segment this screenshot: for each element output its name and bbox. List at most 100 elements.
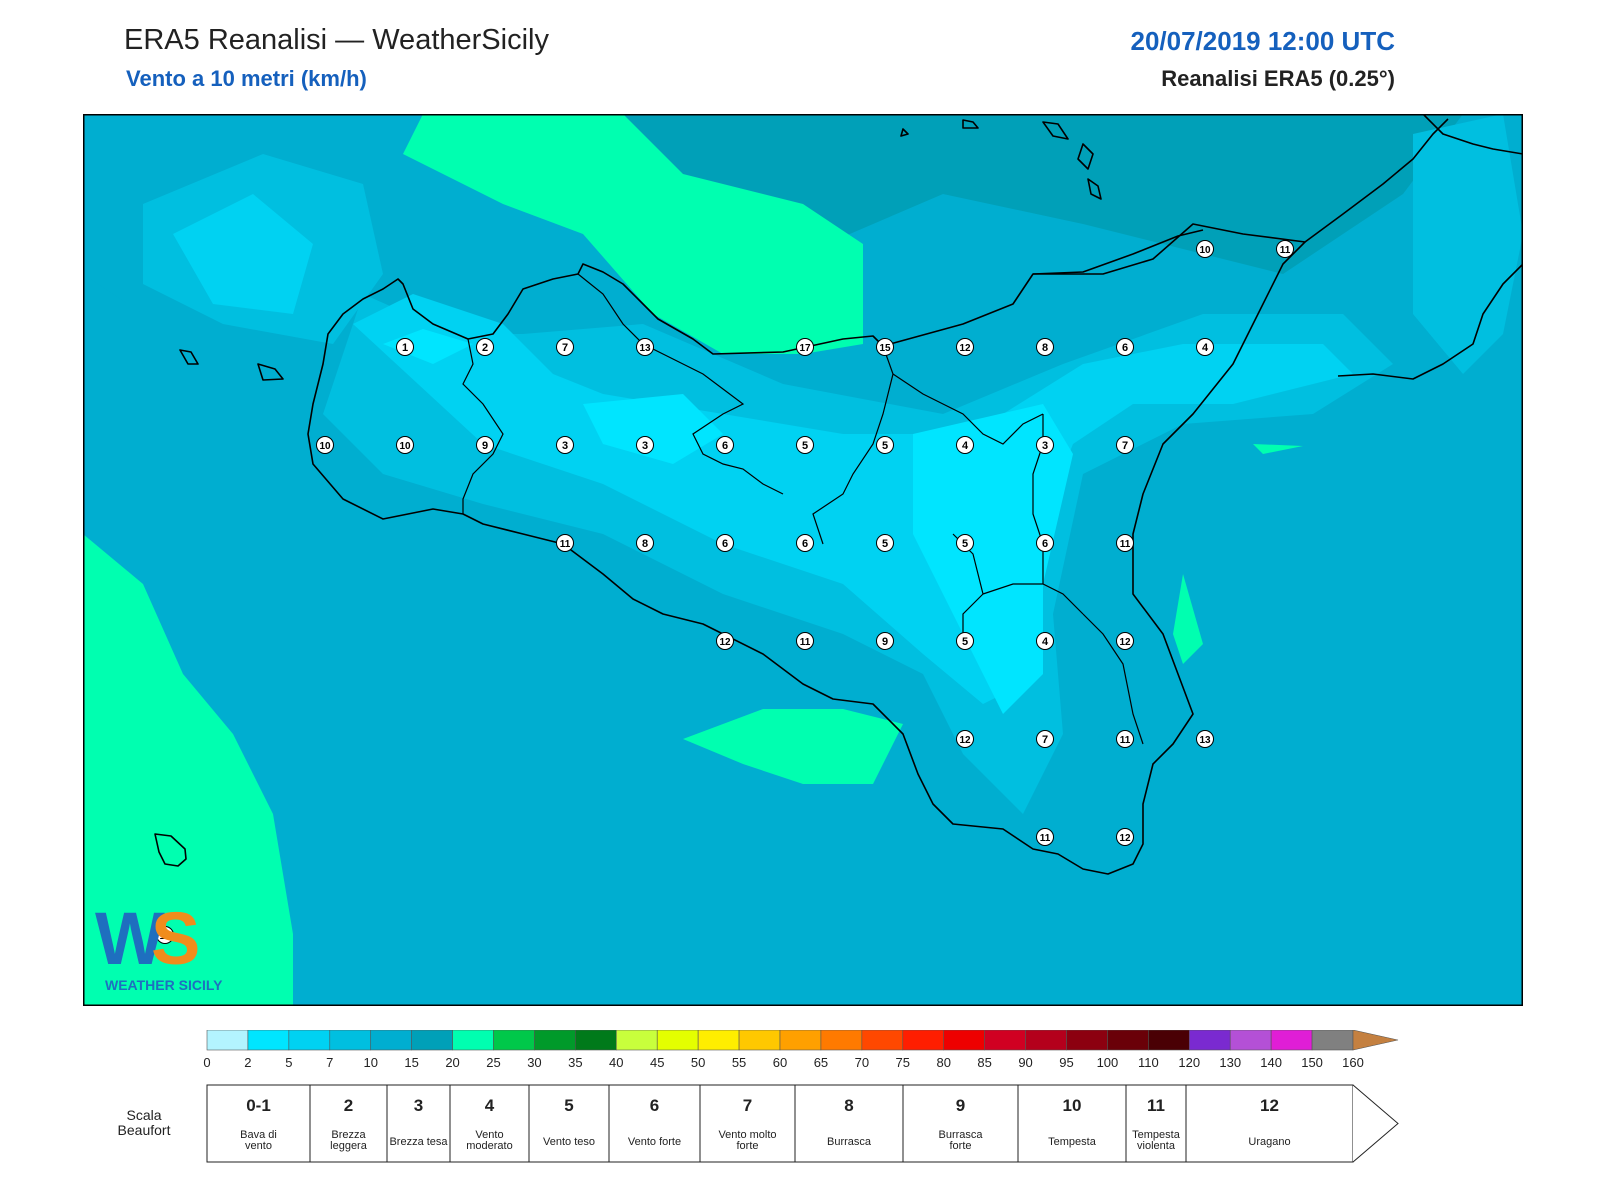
- beaufort-cell: [386, 1084, 451, 1163]
- color-scale-cell: [697, 1030, 740, 1051]
- color-scale-cell: [738, 1030, 781, 1051]
- beaufort-arrow: [1352, 1084, 1399, 1163]
- beaufort-class: 12 Uragano: [1185, 1084, 1354, 1163]
- station-circle: [796, 338, 814, 356]
- station-value: 12: [959, 735, 971, 746]
- station-circle: [1036, 632, 1054, 650]
- station-circle: [1116, 632, 1134, 650]
- beaufort-number: 2: [344, 1096, 353, 1115]
- wind-band-0-2: [383, 329, 1073, 714]
- station-circle: [956, 436, 974, 454]
- station-marker: 7: [556, 338, 574, 356]
- color-scale-cell: [656, 1030, 699, 1051]
- station-circle: [1116, 436, 1134, 454]
- wind-band-15-20-south: [683, 709, 903, 784]
- station-value: 6: [1122, 342, 1128, 354]
- beaufort-cell: [1125, 1084, 1187, 1163]
- station-value: 11: [800, 637, 811, 648]
- station-value: 4: [1042, 636, 1049, 648]
- beaufort-number: 5: [564, 1096, 573, 1115]
- station-value: 7: [1042, 734, 1048, 746]
- station-value: 10: [319, 441, 331, 452]
- station-marker: 8: [636, 534, 654, 552]
- station-circle: [476, 436, 494, 454]
- station-circle: [1036, 338, 1054, 356]
- station-circle: [636, 436, 654, 454]
- station-marker: 1: [396, 338, 414, 356]
- station-circle: [1196, 240, 1214, 258]
- color-scale-cell: [1188, 1030, 1231, 1051]
- station-marker: 8: [1036, 338, 1054, 356]
- beaufort-number: 6: [650, 1096, 659, 1115]
- station-value: 11: [1120, 735, 1131, 746]
- color-scale-tick-label: 25: [486, 1055, 500, 1070]
- station-value: 17: [799, 343, 811, 354]
- color-scale-tick-label: 80: [936, 1055, 950, 1070]
- station-marker: 11: [1036, 828, 1054, 846]
- beaufort-class: 7 Vento molto forte: [699, 1084, 796, 1163]
- station-marker: 13: [1196, 730, 1214, 748]
- station-marker: 5: [876, 534, 894, 552]
- station-circle: [156, 926, 174, 944]
- beaufort-cell: [528, 1084, 610, 1163]
- station-value: 11: [1280, 245, 1291, 256]
- beaufort-scale: 0-1 Bava di vento 2 Brezza leggera 3 Brezza tes…: [206, 1084, 1399, 1163]
- station-marker: 11: [1116, 534, 1134, 552]
- station-value: 15: [879, 343, 891, 354]
- station-value: 8: [642, 538, 648, 550]
- color-scale-tick-label: 150: [1301, 1055, 1323, 1070]
- station-circle: [1116, 828, 1134, 846]
- station-marker: 2: [476, 338, 494, 356]
- color-scale-tick-label: 100: [1097, 1055, 1119, 1070]
- color-scale-tick-label: 0: [203, 1055, 210, 1070]
- station-circle: [1036, 730, 1054, 748]
- beaufort-name: Brezza tesa: [389, 1136, 448, 1148]
- station-value: 12: [719, 637, 731, 648]
- station-value: 11: [1120, 539, 1131, 550]
- station-circle: [796, 632, 814, 650]
- color-scale-cell: [1148, 1030, 1190, 1051]
- beaufort-number: 3: [414, 1096, 423, 1115]
- map-frame: [83, 114, 1523, 1006]
- station-circle: [556, 338, 574, 356]
- color-scale-cell: [615, 1030, 658, 1051]
- station-marker: 10: [316, 436, 334, 454]
- station-value: 8: [1042, 342, 1048, 354]
- color-scale-tick-label: 55: [732, 1055, 746, 1070]
- station-value: 5: [962, 636, 968, 648]
- beaufort-number: 12: [1260, 1096, 1279, 1115]
- station-value: 3: [1042, 440, 1048, 452]
- color-scale-cell: [206, 1030, 249, 1051]
- station-circle: [716, 632, 734, 650]
- color-scale-tick-label: 50: [691, 1055, 705, 1070]
- wind-band-2-5: [173, 194, 1353, 704]
- color-scale-tick-label: 30: [527, 1055, 541, 1070]
- station-marker: 6: [1116, 338, 1134, 356]
- station-value: 9: [882, 636, 888, 648]
- station-marker: 3: [556, 436, 574, 454]
- beaufort-name: Vento molto forte: [718, 1129, 776, 1152]
- color-scale-cell: [902, 1030, 945, 1051]
- station-value: 3: [562, 440, 568, 452]
- station-circle: [956, 338, 974, 356]
- color-scale-cell: [1311, 1030, 1354, 1051]
- station-value: 6: [722, 538, 728, 550]
- station-marker: 13: [636, 338, 654, 356]
- station-marker: 6: [716, 534, 734, 552]
- beaufort-name: Uragano: [1248, 1136, 1290, 1148]
- station-marker: 3: [1036, 436, 1054, 454]
- station-circle: [396, 436, 414, 454]
- station-marker: 12: [956, 338, 974, 356]
- color-scale-cell: [861, 1030, 904, 1051]
- station-circle: [1196, 338, 1214, 356]
- station-value: 13: [1199, 735, 1211, 746]
- color-scale-cell: [452, 1030, 494, 1051]
- color-scale-cell: [247, 1030, 290, 1051]
- station-value: 5: [802, 440, 808, 452]
- beaufort-name: Brezza leggera: [330, 1129, 368, 1152]
- map-subtitle: Vento a 10 metri (km/h): [126, 66, 367, 91]
- beaufort-name: Vento teso: [543, 1136, 595, 1148]
- color-scale-ticks: 0 2 5 7 10 15 20 25 30 35 40 45 50 55 60 65 70 75 80 85 90 95…: [203, 1055, 1363, 1070]
